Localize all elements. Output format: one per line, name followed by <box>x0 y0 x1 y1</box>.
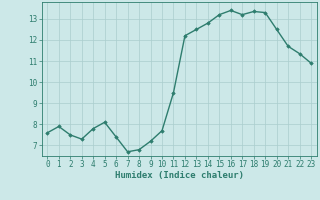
X-axis label: Humidex (Indice chaleur): Humidex (Indice chaleur) <box>115 171 244 180</box>
